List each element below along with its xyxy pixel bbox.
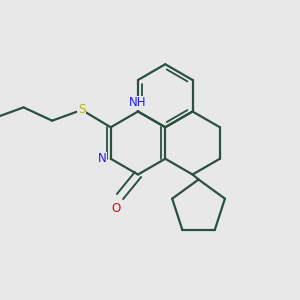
Text: NH: NH	[129, 97, 147, 110]
Text: O: O	[111, 202, 121, 215]
Text: N: N	[98, 152, 107, 165]
Text: S: S	[78, 103, 85, 116]
